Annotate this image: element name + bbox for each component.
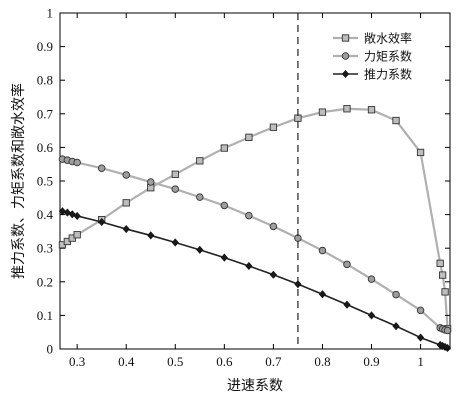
data-point xyxy=(73,231,81,239)
data-point xyxy=(367,311,376,320)
legend-label: 敞水效率 xyxy=(364,31,412,46)
y-tick-label: 0.1 xyxy=(37,308,53,323)
x-tick-label: 0.8 xyxy=(314,354,330,369)
y-tick-label: 0.8 xyxy=(37,73,53,88)
series-layer xyxy=(58,105,452,353)
y-tick-label: 0.5 xyxy=(37,174,53,189)
legend-marker xyxy=(341,52,350,60)
data-point xyxy=(443,326,452,335)
data-point xyxy=(392,322,400,331)
data-point xyxy=(318,108,327,116)
series-line xyxy=(61,107,449,329)
data-point xyxy=(171,170,179,178)
data-point xyxy=(196,193,204,201)
x-tick-label: 0.5 xyxy=(167,354,183,369)
data-point xyxy=(441,288,449,296)
data-point xyxy=(220,144,228,152)
data-point xyxy=(171,238,179,247)
data-point xyxy=(367,275,376,283)
data-point xyxy=(416,333,425,342)
data-point xyxy=(73,211,81,220)
data-point xyxy=(220,201,229,210)
data-point xyxy=(269,222,278,231)
x-tick-label: 0.7 xyxy=(265,354,282,369)
data-point xyxy=(122,171,130,179)
data-point xyxy=(98,217,106,227)
series-square xyxy=(58,105,452,333)
y-axis-label: 推力系数、力矩系数和敞水效率 xyxy=(10,83,27,279)
y-tick-label: 0.7 xyxy=(37,106,54,121)
legend-label: 力矩系数 xyxy=(364,49,412,64)
data-point xyxy=(147,178,155,186)
legend-label: 推力系数 xyxy=(364,67,412,82)
x-tick-label: 0.4 xyxy=(118,354,135,369)
data-point xyxy=(367,106,376,114)
data-point xyxy=(438,271,447,279)
data-point xyxy=(436,259,444,267)
data-point xyxy=(343,300,351,309)
y-tick-label: 1 xyxy=(47,6,54,21)
data-point xyxy=(416,148,425,157)
x-tick-label: 0.3 xyxy=(69,354,85,369)
data-point xyxy=(294,280,302,289)
axes-layer: 0.3 0.4 0.5 0.6 0.7 0.8 0.9 1 0 0.1 0.2 0.3 0.4 0.5 0.… xyxy=(37,6,450,369)
y-tick-label: 0.4 xyxy=(37,207,54,222)
series-circle xyxy=(58,155,452,335)
data-point xyxy=(147,231,155,240)
data-point xyxy=(196,157,204,165)
x-tick-label: 0.6 xyxy=(216,354,233,369)
data-point xyxy=(122,199,130,207)
y-tick-label: 0.2 xyxy=(37,274,53,289)
data-point xyxy=(97,164,106,172)
y-tick-label: 0.6 xyxy=(37,140,54,155)
data-point xyxy=(245,133,253,141)
data-point xyxy=(220,253,228,262)
data-point xyxy=(245,211,253,220)
data-point xyxy=(196,245,204,254)
data-point xyxy=(392,116,400,125)
y-tick-label: 0.3 xyxy=(37,241,53,256)
series-diamond xyxy=(58,207,452,353)
series-line xyxy=(62,210,448,349)
data-point xyxy=(392,290,400,299)
data-point xyxy=(122,224,130,234)
plot-area xyxy=(59,12,451,350)
data-point xyxy=(443,343,452,353)
data-point xyxy=(269,123,278,131)
series-line xyxy=(62,158,448,332)
y-tick-label: 0.9 xyxy=(37,39,53,54)
legend-marker xyxy=(341,34,350,42)
data-point xyxy=(318,290,327,299)
x-tick-label: 0.9 xyxy=(363,354,379,369)
data-point xyxy=(73,158,81,167)
data-point xyxy=(171,185,180,193)
data-point xyxy=(343,260,351,269)
data-point xyxy=(343,105,351,113)
data-point xyxy=(318,246,327,255)
data-point xyxy=(269,270,277,279)
legend-marker xyxy=(341,69,350,79)
y-tick-label: 0 xyxy=(47,342,54,357)
data-point xyxy=(245,261,253,271)
plot-frame xyxy=(59,12,451,350)
x-axis-label: 进速系数 xyxy=(227,378,283,394)
data-point xyxy=(416,306,425,315)
x-tick-label: 1 xyxy=(417,354,424,369)
